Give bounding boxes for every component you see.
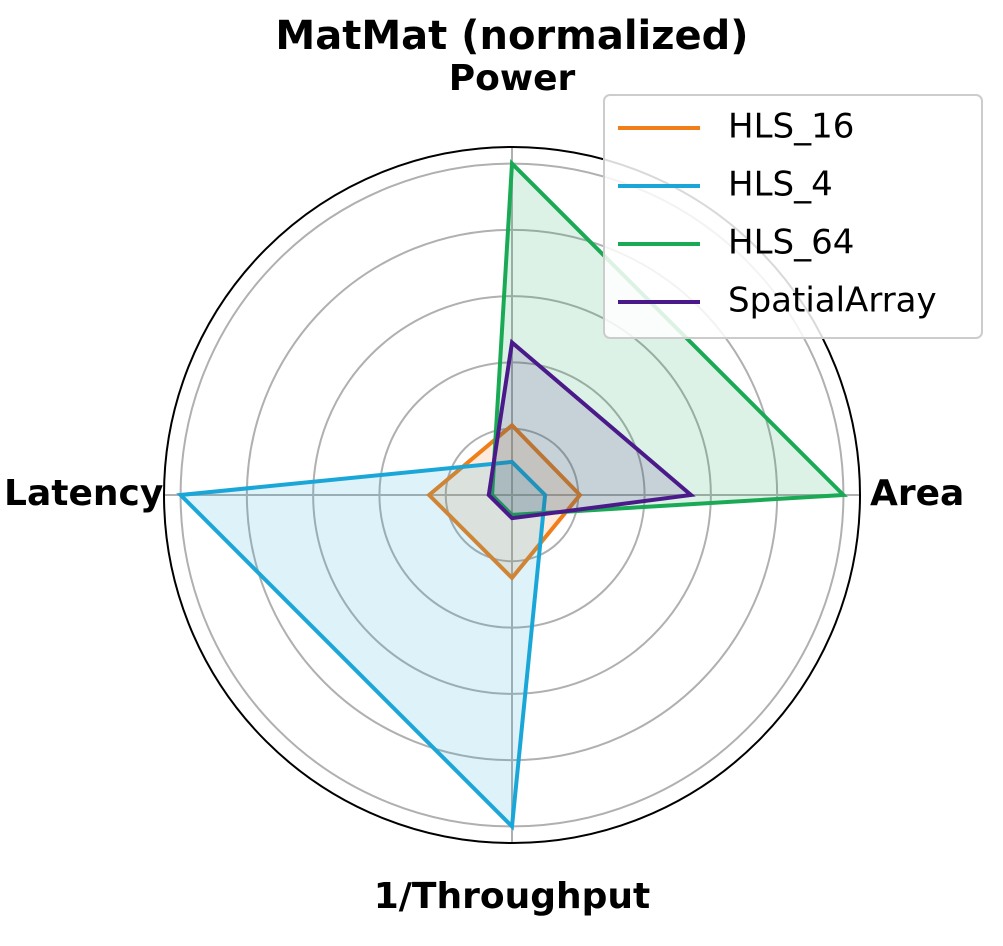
series-line [426,422,583,581]
axis-label: 1/Throughput [374,876,651,917]
legend-label: HLS_16 [728,107,854,147]
series-line [176,459,548,831]
legend-label: HLS_64 [728,223,854,263]
axis-label: Power [449,58,576,99]
series-area [492,163,844,515]
series-area [488,342,691,519]
axis-label: Latency [4,473,163,514]
series-line [486,338,696,521]
legend: HLS_16 HLS_4 HLS_64 SpatialArray [603,94,983,339]
chart-title: MatMat (normalized) [275,13,748,59]
legend-label: HLS_4 [728,165,833,205]
legend-box [603,94,983,339]
axis-label: Area [870,473,964,514]
outer-frame [163,146,861,844]
series-area [180,461,546,827]
legend-label: SpatialArray [728,281,937,321]
